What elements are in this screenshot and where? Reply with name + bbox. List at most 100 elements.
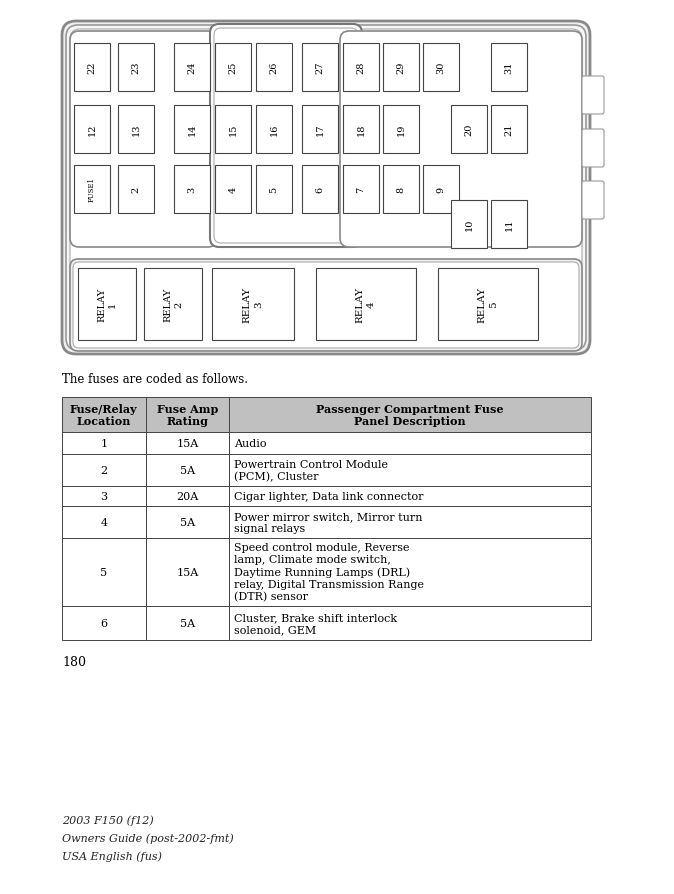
Bar bbox=[62, 454, 146, 486]
FancyBboxPatch shape bbox=[62, 22, 590, 355]
Text: RELAY
3: RELAY 3 bbox=[243, 287, 263, 323]
Bar bbox=[451, 105, 487, 154]
Text: 7: 7 bbox=[357, 187, 365, 193]
Text: The fuses are coded as follows.: The fuses are coded as follows. bbox=[62, 373, 248, 385]
Bar bbox=[229, 433, 591, 454]
Text: 17: 17 bbox=[315, 123, 324, 136]
Text: Passenger Compartment Fuse
Panel Description: Passenger Compartment Fuse Panel Descrip… bbox=[316, 403, 504, 427]
Bar bbox=[62, 433, 146, 454]
Bar bbox=[118, 44, 154, 92]
Text: 3: 3 bbox=[187, 187, 197, 193]
Text: 31: 31 bbox=[505, 62, 514, 74]
Bar bbox=[229, 398, 591, 433]
Bar bbox=[74, 44, 110, 92]
Bar bbox=[302, 105, 338, 154]
Bar bbox=[146, 506, 229, 538]
Bar bbox=[302, 165, 338, 214]
Bar bbox=[62, 486, 146, 506]
Text: 30: 30 bbox=[437, 62, 446, 74]
Text: Fuse Amp
Rating: Fuse Amp Rating bbox=[156, 403, 218, 427]
FancyBboxPatch shape bbox=[340, 32, 582, 248]
FancyBboxPatch shape bbox=[73, 263, 579, 349]
Text: RELAY
5: RELAY 5 bbox=[478, 287, 498, 323]
Bar bbox=[491, 201, 527, 249]
Text: 6: 6 bbox=[315, 187, 324, 193]
Bar bbox=[229, 538, 591, 606]
Bar bbox=[215, 105, 251, 154]
Bar bbox=[174, 165, 210, 214]
Text: 5A: 5A bbox=[180, 619, 195, 628]
Text: 26: 26 bbox=[270, 62, 278, 74]
Bar bbox=[256, 44, 292, 92]
Text: Powertrain Control Module
(PCM), Cluster: Powertrain Control Module (PCM), Cluster bbox=[234, 460, 388, 482]
Bar bbox=[62, 506, 146, 538]
Text: 15A: 15A bbox=[176, 568, 199, 578]
Text: 12: 12 bbox=[88, 123, 96, 136]
Bar bbox=[146, 433, 229, 454]
FancyBboxPatch shape bbox=[70, 32, 217, 248]
Bar bbox=[146, 486, 229, 506]
Bar bbox=[316, 269, 416, 341]
Text: 180: 180 bbox=[62, 655, 86, 668]
FancyBboxPatch shape bbox=[214, 29, 358, 244]
Bar bbox=[302, 44, 338, 92]
Text: 16: 16 bbox=[270, 123, 278, 136]
Text: 24: 24 bbox=[187, 62, 197, 74]
Bar bbox=[229, 486, 591, 506]
Text: 29: 29 bbox=[396, 62, 406, 74]
Bar bbox=[212, 269, 294, 341]
Bar bbox=[438, 269, 538, 341]
Text: 22: 22 bbox=[88, 62, 96, 74]
Bar bbox=[146, 538, 229, 606]
Bar bbox=[118, 165, 154, 214]
Text: 20A: 20A bbox=[176, 492, 199, 502]
FancyBboxPatch shape bbox=[70, 260, 582, 351]
Bar bbox=[383, 44, 419, 92]
Text: 13: 13 bbox=[131, 123, 140, 136]
Bar bbox=[229, 606, 591, 640]
Text: 25: 25 bbox=[228, 62, 237, 74]
Text: 8: 8 bbox=[396, 187, 406, 193]
Text: Power mirror switch, Mirror turn
signal relays: Power mirror switch, Mirror turn signal … bbox=[234, 511, 423, 534]
Text: 18: 18 bbox=[357, 123, 365, 136]
Text: RELAY
4: RELAY 4 bbox=[356, 287, 376, 323]
Bar bbox=[229, 454, 591, 486]
Text: 4: 4 bbox=[100, 518, 107, 527]
Text: 2: 2 bbox=[131, 187, 140, 193]
Bar bbox=[74, 105, 110, 154]
Bar bbox=[146, 606, 229, 640]
Bar bbox=[343, 44, 379, 92]
Text: 3: 3 bbox=[100, 492, 107, 502]
Text: 2003 F150 (f12): 2003 F150 (f12) bbox=[62, 814, 154, 824]
FancyBboxPatch shape bbox=[210, 25, 362, 248]
Bar bbox=[343, 105, 379, 154]
Text: 6: 6 bbox=[100, 619, 107, 628]
Bar bbox=[383, 105, 419, 154]
Text: Cigar lighter, Data link connector: Cigar lighter, Data link connector bbox=[234, 492, 424, 502]
Bar bbox=[144, 269, 202, 341]
Bar bbox=[146, 398, 229, 433]
Text: 15A: 15A bbox=[176, 439, 199, 449]
Bar bbox=[343, 165, 379, 214]
FancyBboxPatch shape bbox=[582, 181, 604, 220]
Bar bbox=[174, 105, 210, 154]
Text: 20: 20 bbox=[464, 123, 474, 136]
Text: Fuse/Relay
Location: Fuse/Relay Location bbox=[70, 403, 137, 427]
Bar bbox=[78, 269, 136, 341]
Text: 5: 5 bbox=[270, 187, 278, 193]
Bar bbox=[62, 606, 146, 640]
Bar bbox=[423, 44, 459, 92]
Text: 15: 15 bbox=[228, 123, 237, 136]
Bar bbox=[118, 105, 154, 154]
FancyBboxPatch shape bbox=[66, 26, 586, 350]
Bar bbox=[62, 398, 146, 433]
Text: 27: 27 bbox=[315, 62, 324, 74]
Bar bbox=[74, 165, 110, 214]
Bar bbox=[383, 165, 419, 214]
Bar bbox=[491, 105, 527, 154]
Text: 14: 14 bbox=[187, 123, 197, 136]
Bar bbox=[62, 538, 146, 606]
Bar bbox=[215, 165, 251, 214]
Bar bbox=[451, 201, 487, 249]
Bar bbox=[423, 165, 459, 214]
